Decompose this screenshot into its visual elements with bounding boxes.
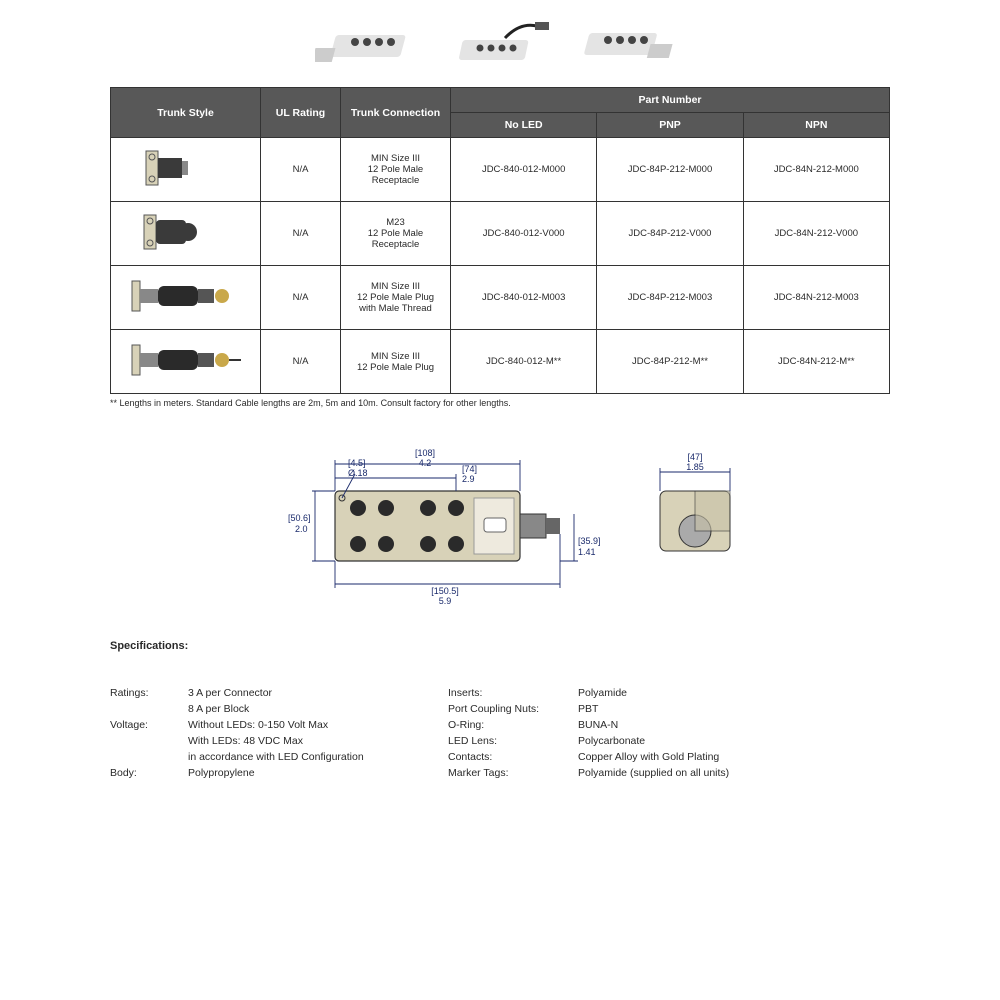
spec-value: Copper Alloy with Gold Plating (578, 750, 808, 766)
trunk-style-image-2 (111, 202, 261, 266)
cell-conn: MIN Size III 12 Pole Male Plug (341, 330, 451, 394)
svg-text:[108]: [108] (415, 448, 435, 458)
cell-noled: JDC-840-012-M003 (451, 266, 597, 330)
th-trunk-style: Trunk Style (111, 88, 261, 138)
cell-conn: M23 12 Pole Male Receptacle (341, 202, 451, 266)
svg-text:5.9: 5.9 (439, 596, 452, 606)
table-row: N/A M23 12 Pole Male Receptacle JDC-840-… (111, 202, 890, 266)
cell-noled: JDC-840-012-V000 (451, 202, 597, 266)
product-image-2 (445, 20, 555, 70)
spec-value: With LEDs: 48 VDC Max (188, 734, 448, 750)
spec-label: Inserts: (448, 686, 578, 702)
trunk-style-image-1 (111, 138, 261, 202)
svg-text:Ø.18: Ø.18 (348, 468, 368, 478)
cell-pnp: JDC-84P-212-M000 (597, 138, 743, 202)
cell-ul: N/A (261, 266, 341, 330)
product-image-3 (575, 20, 685, 70)
th-ul-rating: UL Rating (261, 88, 341, 138)
svg-text:[35.9]: [35.9] (578, 536, 601, 546)
spec-label: Body: (110, 766, 188, 782)
th-trunk-connection: Trunk Connection (341, 88, 451, 138)
trunk-style-image-3 (111, 266, 261, 330)
spec-value: Polycarbonate (578, 734, 808, 750)
product-image-1 (315, 20, 425, 70)
cell-pnp: JDC-84P-212-M** (597, 330, 743, 394)
spec-label: Contacts: (448, 750, 578, 766)
cell-noled: JDC-840-012-M** (451, 330, 597, 394)
th-no-led: No LED (451, 113, 597, 138)
spec-value: 3 A per Connector (188, 686, 448, 702)
cell-ul: N/A (261, 138, 341, 202)
svg-text:[74]: [74] (462, 464, 477, 474)
spec-value: BUNA-N (578, 718, 808, 734)
spec-value: Polyamide (578, 686, 808, 702)
spec-label: Port Coupling Nuts: (448, 702, 578, 718)
specs-title: Specifications: (110, 640, 890, 652)
cell-npn: JDC-84N-212-M** (743, 330, 889, 394)
spec-value: 8 A per Block (188, 702, 448, 718)
th-part-number: Part Number (451, 88, 890, 113)
svg-text:4.2: 4.2 (419, 458, 432, 468)
cell-ul: N/A (261, 202, 341, 266)
spec-value: PBT (578, 702, 808, 718)
cell-npn: JDC-84N-212-V000 (743, 202, 889, 266)
spec-label: LED Lens: (448, 734, 578, 750)
svg-text:1.85: 1.85 (686, 462, 704, 472)
th-pnp: PNP (597, 113, 743, 138)
spec-label: Voltage: (110, 718, 188, 734)
spec-label: O-Ring: (448, 718, 578, 734)
spec-value: Without LEDs: 0-150 Volt Max (188, 718, 448, 734)
table-row: N/A MIN Size III 12 Pole Male Plug with … (111, 266, 890, 330)
cell-pnp: JDC-84P-212-M003 (597, 266, 743, 330)
trunk-style-image-4 (111, 330, 261, 394)
svg-text:[150.5]: [150.5] (431, 586, 459, 596)
svg-text:[4.5]: [4.5] (348, 458, 366, 468)
cell-npn: JDC-84N-212-M003 (743, 266, 889, 330)
product-image-row (110, 20, 890, 75)
svg-text:1.41: 1.41 (578, 547, 596, 557)
table-row: N/A MIN Size III 12 Pole Male Plug JDC-8… (111, 330, 890, 394)
cell-pnp: JDC-84P-212-V000 (597, 202, 743, 266)
specifications-section: Specifications: Ratings: Voltage: Body: … (110, 640, 890, 782)
svg-text:2.9: 2.9 (462, 474, 475, 484)
spec-label: Ratings: (110, 686, 188, 702)
th-npn: NPN (743, 113, 889, 138)
table-row: N/A MIN Size III 12 Pole Male Receptacle… (111, 138, 890, 202)
spec-label: Marker Tags: (448, 766, 578, 782)
cell-conn: MIN Size III 12 Pole Male Receptacle (341, 138, 451, 202)
part-number-table: Trunk Style UL Rating Trunk Connection P… (110, 87, 890, 394)
cell-conn: MIN Size III 12 Pole Male Plug with Male… (341, 266, 451, 330)
cell-npn: JDC-84N-212-M000 (743, 138, 889, 202)
spec-value: Polypropylene (188, 766, 448, 782)
svg-text:2.0: 2.0 (295, 524, 308, 534)
spec-value: Polyamide (supplied on all units) (578, 766, 808, 782)
cell-noled: JDC-840-012-M000 (451, 138, 597, 202)
svg-text:[47]: [47] (687, 452, 702, 462)
spec-value: in accordance with LED Configuration (188, 750, 448, 766)
svg-text:[50.6]: [50.6] (288, 513, 311, 523)
table-footnote: ** Lengths in meters. Standard Cable len… (110, 398, 890, 408)
dimensional-diagram: [108] 4.2 [74] 2.9 [4.5] Ø.18 [50.6] 2.0… (110, 436, 890, 606)
cell-ul: N/A (261, 330, 341, 394)
